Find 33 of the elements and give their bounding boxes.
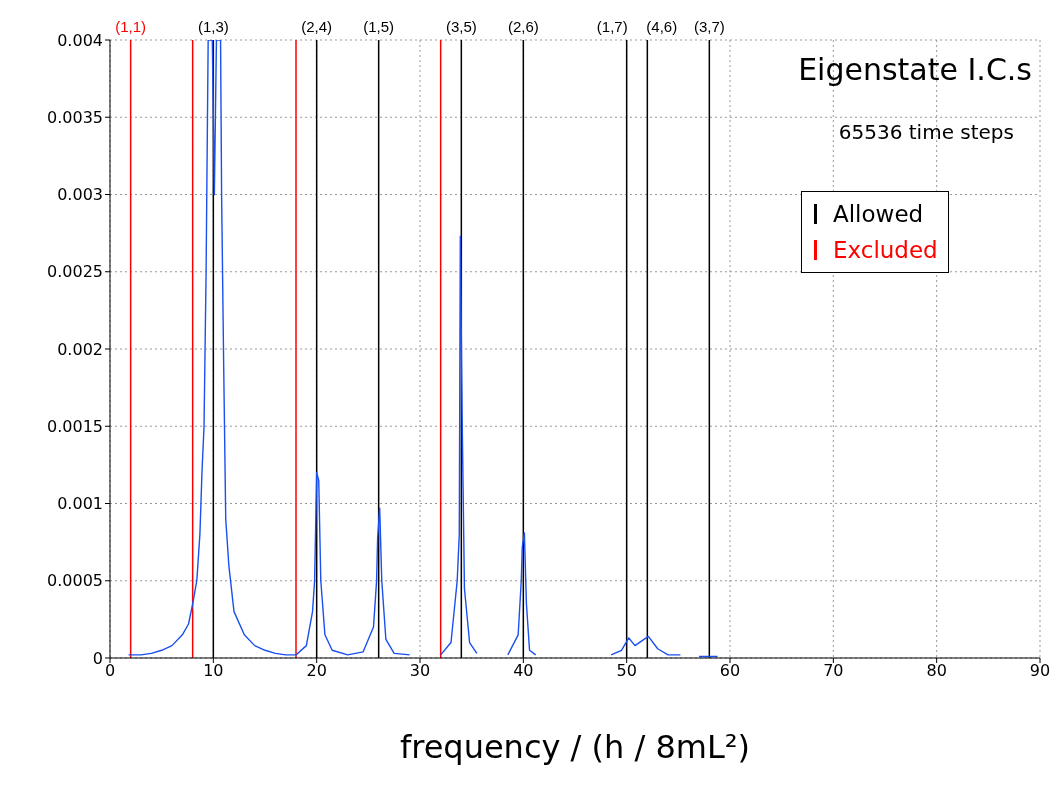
annotation: Excluded <box>833 236 938 265</box>
annotation: (1,3) <box>197 18 229 35</box>
x-tick-label: 50 <box>616 661 637 681</box>
y-tick-label: 0.0035 <box>47 107 103 127</box>
annotation: (2,4) <box>301 18 333 35</box>
annotation: (1,7) <box>596 18 628 35</box>
x-tick-label: 30 <box>409 661 431 681</box>
x-tick-label: 40 <box>513 661 534 681</box>
y-tick-label: 0.001 <box>57 494 103 514</box>
x-tick-label: 70 <box>823 661 844 681</box>
annotation: (1,1) <box>115 18 147 35</box>
x-axis-title: frequency / (h / 8mL²) <box>398 728 752 766</box>
x-tick-label: 0 <box>104 661 116 681</box>
annotation: Allowed <box>833 200 924 229</box>
x-tick-label: 80 <box>926 661 947 681</box>
annotation: (2,6) <box>507 18 539 35</box>
y-tick-label: 0 <box>92 648 103 668</box>
x-tick-label: 10 <box>203 661 224 681</box>
y-tick-label: 0.002 <box>57 339 103 359</box>
annotation: (3,5) <box>445 18 477 35</box>
y-tick-label: 0.004 <box>57 30 103 50</box>
y-tick-label: 0.0015 <box>47 416 103 436</box>
annotation: (4,6) <box>646 18 678 35</box>
annotation: (3,7) <box>693 18 725 35</box>
x-tick-label: 60 <box>719 661 741 681</box>
y-tick-label: 0.003 <box>57 185 103 205</box>
y-tick-label: 0.0005 <box>47 571 103 591</box>
x-tick-label: 20 <box>306 661 327 681</box>
y-tick-label: 0.0025 <box>47 262 103 282</box>
annotation: (1,5) <box>363 18 395 35</box>
text: 65536 time steps <box>838 120 1014 144</box>
chart-title: Eigenstate I.C.s <box>798 52 1032 87</box>
x-tick-label: 90 <box>1029 661 1051 681</box>
